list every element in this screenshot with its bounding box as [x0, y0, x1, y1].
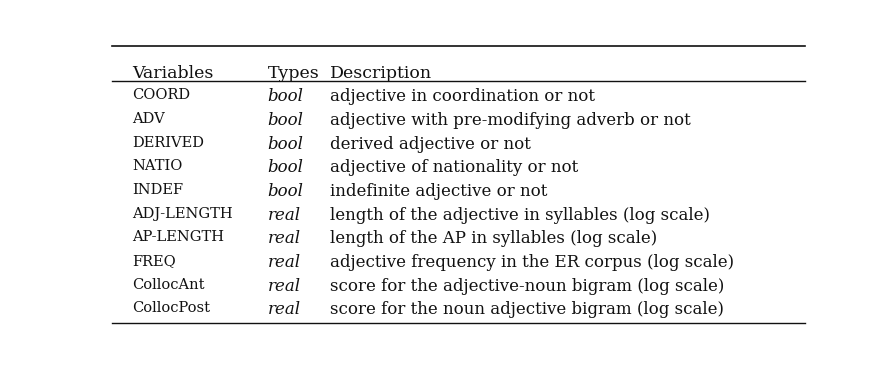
Text: DERIVED: DERIVED	[132, 136, 205, 150]
Text: indefinite adjective or not: indefinite adjective or not	[330, 183, 547, 200]
Text: ADJ-LENGTH: ADJ-LENGTH	[132, 207, 233, 221]
Text: CollocPost: CollocPost	[132, 302, 210, 315]
Text: score for the noun adjective bigram (log scale): score for the noun adjective bigram (log…	[330, 302, 724, 318]
Text: bool: bool	[267, 88, 304, 105]
Text: INDEF: INDEF	[132, 183, 183, 197]
Text: real: real	[267, 278, 300, 295]
Text: AP-LENGTH: AP-LENGTH	[132, 230, 224, 244]
Text: Variables: Variables	[132, 65, 214, 82]
Text: Types: Types	[267, 65, 319, 82]
Text: bool: bool	[267, 159, 304, 176]
Text: length of the AP in syllables (log scale): length of the AP in syllables (log scale…	[330, 230, 657, 248]
Text: bool: bool	[267, 183, 304, 200]
Text: bool: bool	[267, 112, 304, 129]
Text: score for the adjective-noun bigram (log scale): score for the adjective-noun bigram (log…	[330, 278, 724, 295]
Text: length of the adjective in syllables (log scale): length of the adjective in syllables (lo…	[330, 207, 710, 224]
Text: COORD: COORD	[132, 88, 190, 102]
Text: real: real	[267, 302, 300, 318]
Text: adjective in coordination or not: adjective in coordination or not	[330, 88, 595, 105]
Text: real: real	[267, 207, 300, 224]
Text: bool: bool	[267, 136, 304, 153]
Text: real: real	[267, 254, 300, 271]
Text: Description: Description	[330, 65, 432, 82]
Text: CollocAnt: CollocAnt	[132, 278, 205, 292]
Text: adjective of nationality or not: adjective of nationality or not	[330, 159, 578, 176]
Text: NATIO: NATIO	[132, 159, 183, 173]
Text: adjective frequency in the ER corpus (log scale): adjective frequency in the ER corpus (lo…	[330, 254, 734, 271]
Text: ADV: ADV	[132, 112, 165, 126]
Text: derived adjective or not: derived adjective or not	[330, 136, 531, 153]
Text: adjective with pre-modifying adverb or not: adjective with pre-modifying adverb or n…	[330, 112, 691, 129]
Text: FREQ: FREQ	[132, 254, 176, 268]
Text: real: real	[267, 230, 300, 248]
